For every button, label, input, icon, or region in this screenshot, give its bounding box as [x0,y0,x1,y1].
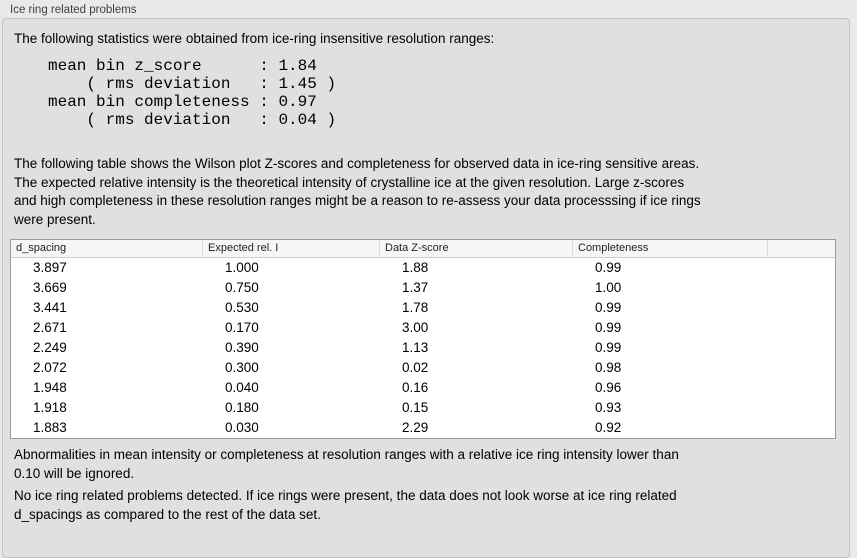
table-cell: 0.96 [595,380,622,395]
table-cell: 1.78 [402,300,429,315]
table-cell: 0.030 [225,420,259,435]
table-cell: 0.98 [595,360,622,375]
table-cell: 1.00 [595,280,622,295]
table-header-row: d_spacing Expected rel. I Data Z-score C… [11,240,835,258]
table-cell: 0.300 [225,360,259,375]
ice-ring-table: d_spacing Expected rel. I Data Z-score C… [10,239,836,439]
table-cell-filler [768,278,835,298]
table-cell: 0.99 [595,340,622,355]
table-row[interactable]: 1.918 0.180 0.15 0.93 [11,398,835,418]
table-cell: 1.37 [402,280,429,295]
table-cell: 0.15 [402,400,429,415]
table-row[interactable]: 2.249 0.390 1.13 0.99 [11,338,835,358]
table-cell-filler [768,318,835,338]
table-cell: 1.000 [225,260,259,275]
table-row[interactable]: 3.897 1.000 1.88 0.99 [11,258,835,278]
table-cell: 0.530 [225,300,259,315]
table-row[interactable]: 3.441 0.530 1.78 0.99 [11,298,835,318]
stats-block: mean bin z_score : 1.84 ( rms deviation … [48,57,337,129]
table-cell: 0.180 [225,400,259,415]
ignore-threshold-note: Abnormalities in mean intensity or compl… [14,447,679,481]
column-header-d-spacing[interactable]: d_spacing [11,240,203,257]
table-cell: 1.948 [33,380,67,395]
intro-text: The following statistics were obtained f… [14,31,495,46]
table-cell: 3.441 [33,300,67,315]
table-cell: 0.02 [402,360,429,375]
table-description: The following table shows the Wilson plo… [14,156,701,227]
table-cell-filler [768,398,835,418]
table-body: 3.897 1.000 1.88 0.99 3.669 0.750 1.37 1.00 3.44… [11,258,835,438]
table-cell: 1.13 [402,340,429,355]
table-cell: 0.170 [225,320,259,335]
column-header-data-z-score[interactable]: Data Z-score [380,240,573,257]
table-cell-filler [768,338,835,358]
table-cell: 0.040 [225,380,259,395]
table-cell: 0.750 [225,280,259,295]
table-row[interactable]: 2.671 0.170 3.00 0.99 [11,318,835,338]
table-cell: 0.99 [595,300,622,315]
column-header-completeness[interactable]: Completeness [573,240,768,257]
table-cell-filler [768,258,835,278]
conclusion-text: No ice ring related problems detected. I… [14,488,677,522]
table-cell: 0.92 [595,420,622,435]
table-cell: 1.88 [402,260,429,275]
table-cell-filler [768,418,835,438]
table-row[interactable]: 2.072 0.300 0.02 0.98 [11,358,835,378]
table-row[interactable]: 1.883 0.030 2.29 0.92 [11,418,835,438]
table-cell: 1.883 [33,420,67,435]
table-cell-filler [768,358,835,378]
table-cell: 2.29 [402,420,429,435]
table-cell: 0.99 [595,260,622,275]
table-cell: 3.00 [402,320,429,335]
table-cell: 2.671 [33,320,67,335]
table-cell: 0.16 [402,380,429,395]
table-cell: 3.897 [33,260,67,275]
groupbox-title: Ice ring related problems [10,4,137,16]
table-row[interactable]: 1.948 0.040 0.16 0.96 [11,378,835,398]
table-cell: 3.669 [33,280,67,295]
table-cell: 2.249 [33,340,67,355]
column-header-expected-rel-i[interactable]: Expected rel. I [203,240,380,257]
table-cell: 2.072 [33,360,67,375]
table-cell-filler [768,298,835,318]
table-cell: 1.918 [33,400,67,415]
column-header-filler [768,240,835,257]
table-cell-filler [768,378,835,398]
table-cell: 0.93 [595,400,622,415]
table-cell: 0.390 [225,340,259,355]
table-row[interactable]: 3.669 0.750 1.37 1.00 [11,278,835,298]
table-cell: 0.99 [595,320,622,335]
